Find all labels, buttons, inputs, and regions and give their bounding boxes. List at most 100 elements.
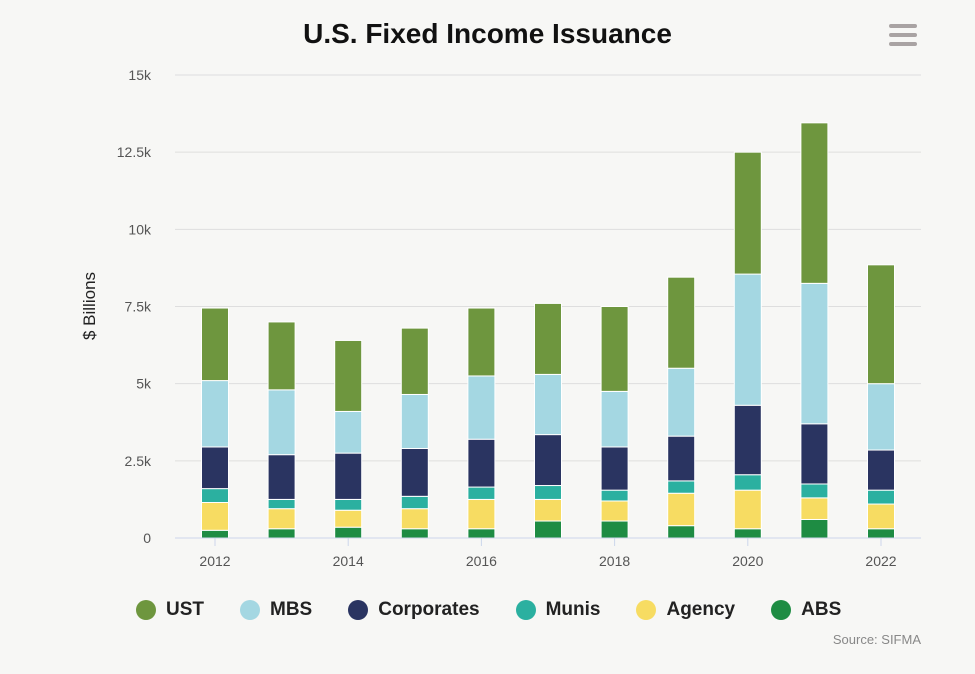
bar-agency-2020[interactable]: [733, 489, 762, 530]
bar-munis-2022[interactable]: [867, 489, 895, 505]
bar-munis-2018[interactable]: [600, 489, 629, 502]
legend-item-corporates[interactable]: Corporates: [348, 599, 480, 621]
bar-abs-2012[interactable]: [201, 529, 229, 539]
bar-ust-2016[interactable]: [467, 307, 496, 377]
bar-agency-2015[interactable]: [400, 508, 429, 530]
bar-abs-2020[interactable]: [733, 528, 762, 539]
bar-agency-2019[interactable]: [667, 492, 696, 527]
bar-abs-2013[interactable]: [267, 528, 296, 539]
bar-abs-2021[interactable]: [800, 518, 829, 539]
bar-agency-2012[interactable]: [201, 502, 229, 531]
bar-mbs-2020[interactable]: [733, 273, 762, 406]
bar-mbs-2016[interactable]: [467, 375, 496, 440]
bar-munis-2016[interactable]: [467, 486, 496, 500]
axes: 0 2.5k 5k 7.5k 10k 12.5k 15k $ Billions 2012 2014…: [80, 67, 921, 569]
legend-label: UST: [166, 599, 204, 620]
bar-corporates-2015[interactable]: [400, 447, 429, 497]
bar-corporates-2012[interactable]: [201, 446, 229, 490]
y-axis-label: $ Billions: [80, 272, 99, 340]
bar-corporates-2016[interactable]: [467, 438, 496, 488]
legend-item-abs[interactable]: ABS: [771, 599, 841, 621]
y-tick-label: 15k: [128, 67, 152, 83]
bar-abs-2022[interactable]: [867, 528, 895, 539]
bar-ust-2022[interactable]: [867, 264, 895, 385]
bar-ust-2013[interactable]: [267, 321, 296, 391]
legend-item-mbs[interactable]: MBS: [240, 599, 312, 621]
bar-ust-2014[interactable]: [334, 339, 363, 412]
bar-mbs-2019[interactable]: [667, 367, 696, 437]
bar-agency-2021[interactable]: [800, 497, 829, 520]
bar-abs-2016[interactable]: [467, 528, 496, 539]
bar-munis-2021[interactable]: [800, 483, 829, 499]
x-tick-label: 2018: [599, 553, 630, 569]
y-tick-label: 2.5k: [125, 453, 152, 469]
bar-corporates-2022[interactable]: [867, 449, 895, 491]
legend-marker-icon: [636, 600, 657, 620]
bar-abs-2019[interactable]: [667, 525, 696, 539]
bar-mbs-2018[interactable]: [600, 390, 629, 448]
bar-abs-2017[interactable]: [534, 520, 562, 539]
bar-mbs-2013[interactable]: [267, 389, 296, 456]
menu-bar-line: [889, 24, 917, 28]
legend-item-ust[interactable]: UST: [136, 599, 204, 621]
bar-ust-2019[interactable]: [667, 276, 696, 369]
bar-agency-2022[interactable]: [867, 503, 895, 530]
x-tick-label: 2012: [199, 553, 230, 569]
chart-title: U.S. Fixed Income Issuance: [303, 18, 672, 49]
legend-marker-icon: [771, 600, 792, 620]
bar-corporates-2021[interactable]: [800, 423, 829, 485]
bar-corporates-2019[interactable]: [667, 435, 696, 482]
bar-munis-2012[interactable]: [201, 488, 229, 504]
bar-agency-2013[interactable]: [267, 508, 296, 530]
bar-mbs-2022[interactable]: [867, 383, 895, 451]
legend-item-agency[interactable]: Agency: [636, 599, 735, 621]
bar-munis-2020[interactable]: [733, 474, 762, 491]
bar-mbs-2017[interactable]: [534, 373, 562, 436]
bar-ust-2017[interactable]: [534, 302, 562, 375]
bar-corporates-2017[interactable]: [534, 434, 562, 487]
bar-mbs-2012[interactable]: [201, 380, 229, 448]
bar-agency-2018[interactable]: [600, 500, 629, 522]
bar-agency-2016[interactable]: [467, 498, 496, 530]
legend-item-munis[interactable]: Munis: [515, 599, 601, 621]
legend-marker-icon: [515, 600, 536, 620]
bar-munis-2014[interactable]: [334, 498, 363, 511]
y-tick-label: 0: [143, 530, 151, 546]
y-tick-label: 10k: [128, 221, 152, 237]
bar-munis-2017[interactable]: [534, 485, 562, 500]
bar-mbs-2021[interactable]: [800, 282, 829, 425]
menu-bar-line: [889, 42, 917, 46]
bar-ust-2018[interactable]: [600, 306, 629, 392]
bar-corporates-2013[interactable]: [267, 454, 296, 500]
bar-munis-2019[interactable]: [667, 480, 696, 494]
bar-agency-2017[interactable]: [534, 498, 562, 522]
x-tick-label: 2022: [865, 553, 896, 569]
x-tick-label: 2020: [732, 553, 763, 569]
bar-ust-2012[interactable]: [201, 307, 229, 382]
bar-agency-2014[interactable]: [334, 509, 363, 528]
bar-corporates-2020[interactable]: [733, 404, 762, 476]
legend-marker-icon: [348, 600, 369, 620]
bar-corporates-2018[interactable]: [600, 446, 629, 491]
bar-abs-2018[interactable]: [600, 520, 629, 539]
bar-ust-2015[interactable]: [400, 327, 429, 395]
bar-abs-2015[interactable]: [400, 528, 429, 539]
bar-munis-2015[interactable]: [400, 495, 429, 510]
bar-abs-2014[interactable]: [334, 526, 363, 539]
bar-ust-2020[interactable]: [733, 151, 762, 275]
bar-mbs-2015[interactable]: [400, 393, 429, 449]
y-tick-label: 5k: [136, 376, 152, 392]
legend-label: Munis: [545, 599, 601, 620]
source-credit: Source: SIFMA: [832, 632, 921, 647]
y-tick-label: 12.5k: [117, 144, 152, 160]
legend-label: Agency: [666, 599, 736, 620]
menu-bar-line: [889, 33, 917, 37]
bar-mbs-2014[interactable]: [334, 410, 363, 454]
legend-label: MBS: [270, 599, 313, 620]
legend-marker-icon: [136, 600, 156, 620]
bar-corporates-2014[interactable]: [334, 452, 363, 500]
hamburger-menu-icon[interactable]: [888, 24, 918, 48]
bar-ust-2021[interactable]: [800, 122, 829, 284]
legend-label: ABS: [801, 599, 842, 620]
bar-munis-2013[interactable]: [267, 498, 296, 510]
